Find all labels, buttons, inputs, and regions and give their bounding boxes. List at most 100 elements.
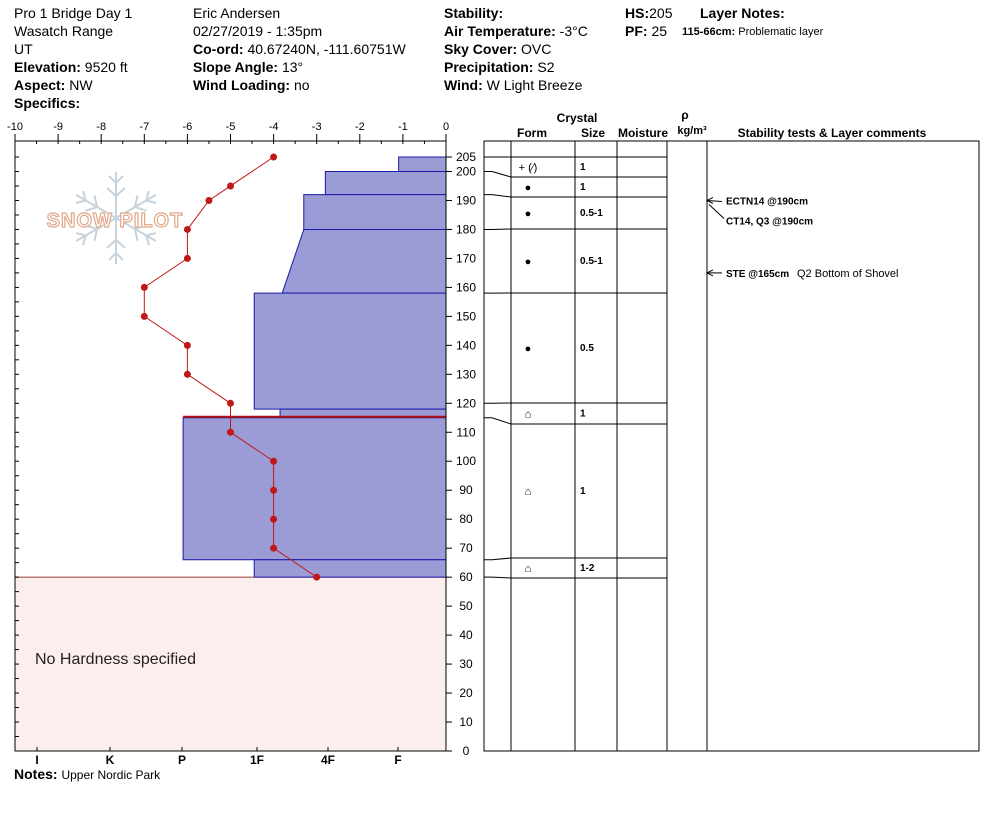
snowflake-branch [85,195,99,212]
layer-form: ● [525,343,532,355]
temp-tick-label: -6 [183,121,193,133]
notes-label: Notes: [14,766,58,782]
layer-table-box [483,140,980,752]
coord-value: 40.67240N, -111.60751W [247,41,406,57]
layer-form: ● [525,256,532,268]
layer-form: + (⁄) [519,162,538,174]
temp-tick-label: -4 [269,121,279,133]
height-tick-label: 0 [463,744,470,758]
height-tick-label: 180 [456,222,476,236]
hardness-tick-label: 1F [250,753,264,767]
height-tick-label: 50 [459,599,473,613]
temperature-point [183,341,191,349]
aspect-row: Aspect: NW [14,76,132,94]
stability-test-label: CT14, Q3 @190cm [726,216,813,227]
notes-value: Upper Nordic Park [61,768,161,782]
size-header: Size [581,126,605,140]
crystal-header: Crystal [557,111,598,125]
pf-row: PF: 25 [625,22,672,40]
layer-size: 0.5-1 [580,256,603,267]
air-temp-value: -3°C [559,23,588,39]
rho-header: ρ [681,108,688,122]
coord-label: Co-ord: [193,41,244,57]
temperature-point [183,370,191,378]
height-tick-label: 160 [456,280,476,294]
snowflake-arm [115,217,157,246]
pf-value: 25 [651,23,668,39]
density-header: kg/m³ [677,125,707,137]
temp-tick-label: -5 [226,121,236,133]
height-tick-label: 60 [459,570,473,584]
hardness-bar [303,194,447,230]
temperature-point [270,486,278,494]
temperature-point [313,573,321,581]
hs-row: HS:205 [625,4,672,22]
height-tick-label: 200 [456,164,476,178]
profile-title: Pro 1 Bridge Day 1 [14,5,133,21]
layer-connector-line [484,170,512,178]
stability-test-label: STE @165cm [726,269,789,280]
hardness-bar [253,559,447,578]
layer-form: ⌂ [525,486,532,498]
sky-value: OVC [521,41,552,57]
stability-row: Stability: [444,4,588,22]
layer-size: 0.5 [580,343,594,354]
precip-value: S2 [537,59,555,75]
observer: Eric Andersen [193,5,281,21]
layer-size: 1 [580,486,586,497]
snowflake-branch [85,224,99,241]
elevation-value: 9520 ft [84,59,128,75]
hardness-bar [182,417,447,561]
hardness-bar [324,170,447,196]
hs-label: HS: [625,5,650,21]
height-tick-label: 130 [456,367,476,381]
height-tick-label: 90 [459,483,473,497]
layer-size: 0.5-1 [580,208,603,219]
layer-form: ● [525,208,532,220]
temperature-point [270,515,278,523]
slope-value: 13° [281,59,304,75]
temperature-point [140,312,148,320]
no-hardness-label: No Hardness specified [35,651,196,668]
temp-tick-label: -8 [96,121,106,133]
height-tick-label: 170 [456,251,476,265]
precip-row: Precipitation: S2 [444,58,588,76]
hs-value: 205 [649,5,673,21]
pf-label: PF: [625,23,648,39]
temperature-point [227,428,234,436]
layer-connector-line [484,417,512,425]
mountain-range: Wasatch Range [14,23,114,39]
snowflake-arm [75,190,117,219]
layer-form: ⌂ [525,563,532,575]
temp-tick-label: -10 [7,121,23,133]
height-tick-label: 30 [459,657,473,671]
temperature-point [270,153,278,161]
layer-size: 1 [580,409,586,420]
stability-label: Stability: [444,5,504,21]
wind-row: Wind: W Light Breeze [444,76,588,94]
datetime: 02/27/2019 - 1:35pm [193,23,323,39]
height-tick-label: 20 [459,686,473,700]
temp-tick-label: -1 [398,121,408,133]
snowflake-watermark-icon [75,172,157,264]
snowflake-branch [108,175,124,185]
layer-note-range: 115-66cm: [682,26,736,38]
wind-label: Wind: [444,77,483,93]
temperature-point [183,254,191,262]
stability-test-comment: Q2 Bottom of Shovel [797,268,899,280]
layer-size: 1-2 [580,563,595,574]
specifics-row: Specifics: [14,94,132,112]
height-tick-label: 205 [456,150,476,164]
test-arrowhead [705,197,714,204]
height-tick-label: 70 [459,541,473,555]
height-tick-label: 120 [456,396,476,410]
snowflake-arm [115,190,157,219]
snowflake-branch [108,251,124,261]
layer-connector-line [484,576,512,579]
temperature-point [270,544,278,552]
hardness-tick-label: 4F [321,753,335,767]
height-tick-label: 10 [459,715,473,729]
hardness-bar [253,292,447,410]
temperature-line [143,156,317,578]
